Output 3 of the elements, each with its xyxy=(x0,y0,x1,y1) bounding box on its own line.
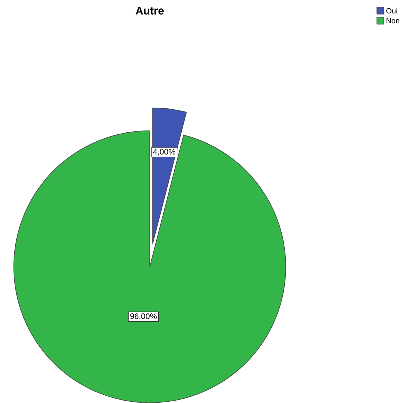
chart-title: Autre xyxy=(136,7,164,15)
data-label: 4,00% xyxy=(153,149,176,156)
data-label: 96,00% xyxy=(130,314,157,320)
